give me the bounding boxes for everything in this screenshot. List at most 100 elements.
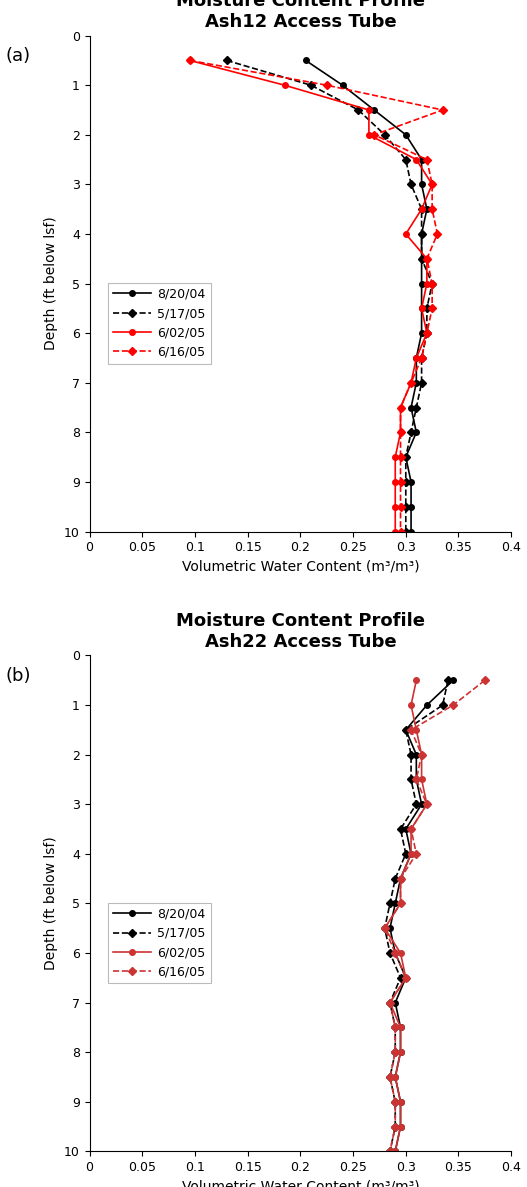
8/20/04 (397, 1021, 404, 1035)
6/16/05 (387, 1069, 393, 1084)
6/02/05 (429, 177, 435, 191)
6/16/05 (413, 846, 419, 861)
6/02/05 (403, 971, 409, 985)
6/16/05 (392, 1119, 398, 1134)
5/17/05 (424, 326, 430, 341)
8/20/04 (418, 252, 425, 266)
Y-axis label: Depth (ft below lsf): Depth (ft below lsf) (44, 217, 58, 350)
6/02/05 (387, 996, 393, 1010)
8/20/04 (418, 798, 425, 812)
5/17/05 (355, 103, 362, 118)
6/16/05 (397, 896, 404, 910)
5/17/05 (403, 152, 409, 166)
6/02/05 (424, 252, 430, 266)
6/02/05 (392, 1069, 398, 1084)
8/20/04 (450, 673, 456, 687)
6/02/05 (408, 821, 414, 836)
8/20/04 (403, 723, 409, 737)
6/02/05 (397, 896, 404, 910)
8/20/04 (413, 375, 419, 389)
5/17/05 (418, 202, 425, 216)
Title: Moisture Content Profile
Ash12 Access Tube: Moisture Content Profile Ash12 Access Tu… (176, 0, 425, 31)
6/02/05 (397, 400, 404, 414)
8/20/04 (418, 152, 425, 166)
Line: 5/17/05: 5/17/05 (382, 678, 451, 1154)
6/16/05 (403, 971, 409, 985)
8/20/04 (413, 425, 419, 439)
Title: Moisture Content Profile
Ash22 Access Tube: Moisture Content Profile Ash22 Access Tu… (176, 612, 425, 652)
6/02/05 (392, 1144, 398, 1159)
6/16/05 (371, 128, 377, 142)
6/02/05 (392, 525, 398, 539)
8/20/04 (392, 996, 398, 1010)
6/16/05 (408, 375, 414, 389)
8/20/04 (392, 946, 398, 960)
5/17/05 (440, 698, 446, 712)
Legend: 8/20/04, 5/17/05, 6/02/05, 6/16/05: 8/20/04, 5/17/05, 6/02/05, 6/16/05 (109, 903, 211, 984)
6/16/05 (187, 53, 193, 68)
5/17/05 (418, 252, 425, 266)
6/02/05 (397, 871, 404, 886)
8/20/04 (392, 1069, 398, 1084)
8/20/04 (418, 227, 425, 241)
5/17/05 (397, 971, 404, 985)
6/02/05 (424, 326, 430, 341)
5/17/05 (223, 53, 230, 68)
6/16/05 (408, 821, 414, 836)
6/02/05 (397, 946, 404, 960)
6/02/05 (382, 921, 388, 935)
6/16/05 (424, 252, 430, 266)
Text: (b): (b) (5, 667, 31, 685)
5/17/05 (387, 946, 393, 960)
6/02/05 (408, 375, 414, 389)
6/16/05 (424, 326, 430, 341)
8/20/04 (408, 525, 414, 539)
Y-axis label: Depth (ft below lsf): Depth (ft below lsf) (44, 837, 58, 970)
6/16/05 (418, 748, 425, 762)
6/16/05 (324, 78, 330, 93)
6/02/05 (403, 227, 409, 241)
6/02/05 (413, 673, 419, 687)
6/16/05 (397, 450, 404, 464)
6/02/05 (392, 475, 398, 489)
5/17/05 (403, 723, 409, 737)
8/20/04 (424, 698, 430, 712)
6/16/05 (429, 277, 435, 291)
5/17/05 (408, 773, 414, 787)
8/20/04 (392, 1144, 398, 1159)
5/17/05 (418, 351, 425, 366)
5/17/05 (445, 673, 451, 687)
6/02/05 (418, 748, 425, 762)
8/20/04 (408, 400, 414, 414)
8/20/04 (418, 177, 425, 191)
8/20/04 (408, 475, 414, 489)
6/02/05 (281, 78, 288, 93)
6/16/05 (424, 798, 430, 812)
5/17/05 (392, 1021, 398, 1035)
6/02/05 (424, 277, 430, 291)
Line: 8/20/04: 8/20/04 (303, 58, 430, 534)
8/20/04 (397, 1094, 404, 1109)
6/16/05 (429, 177, 435, 191)
8/20/04 (413, 351, 419, 366)
8/20/04 (397, 871, 404, 886)
8/20/04 (413, 773, 419, 787)
Line: 6/02/05: 6/02/05 (187, 58, 435, 534)
6/16/05 (397, 400, 404, 414)
6/16/05 (429, 301, 435, 316)
5/17/05 (413, 798, 419, 812)
5/17/05 (392, 1094, 398, 1109)
8/20/04 (424, 202, 430, 216)
5/17/05 (413, 400, 419, 414)
6/16/05 (382, 921, 388, 935)
6/16/05 (387, 1144, 393, 1159)
5/17/05 (403, 450, 409, 464)
6/02/05 (397, 1119, 404, 1134)
8/20/04 (403, 128, 409, 142)
6/02/05 (408, 846, 414, 861)
6/16/05 (392, 1021, 398, 1035)
5/17/05 (418, 375, 425, 389)
Line: 8/20/04: 8/20/04 (387, 678, 456, 1154)
6/02/05 (392, 500, 398, 514)
5/17/05 (403, 846, 409, 861)
